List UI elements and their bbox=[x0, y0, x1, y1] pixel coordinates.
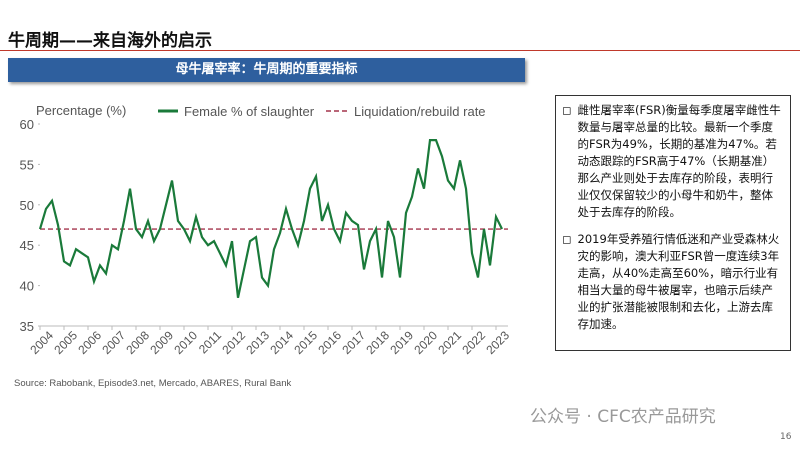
x-tick-label: 2020 bbox=[411, 328, 440, 357]
x-tick-label: 2010 bbox=[171, 328, 200, 357]
x-tick-label: 2019 bbox=[387, 328, 416, 357]
notes-box: ◻ 雌性屠宰率(FSR)衡量每季度屠宰雌性牛数量与屠宰总量的比较。最新一个季度的F… bbox=[555, 95, 791, 351]
x-tick-label: 2016 bbox=[315, 328, 344, 357]
x-tick-label: 2011 bbox=[196, 328, 224, 356]
y-tick-label: 45 bbox=[20, 238, 34, 253]
y-tick-label: 55 bbox=[20, 157, 34, 172]
data-line bbox=[38, 139, 503, 298]
legend-label: Female % of slaughter bbox=[184, 104, 315, 119]
x-tick-label: 2006 bbox=[75, 328, 104, 357]
x-tick-label: 2022 bbox=[459, 328, 488, 357]
chart: Percentage (%)35404550556020042005200620… bbox=[14, 103, 512, 389]
note: ◻ 雌性屠宰率(FSR)衡量每季度屠宰雌性牛数量与屠宰总量的比较。最新一个季度的F… bbox=[562, 102, 784, 221]
watermark: 公众号 · CFC农产品研究 bbox=[530, 407, 716, 427]
x-tick-label: 2018 bbox=[363, 328, 392, 357]
x-tick-label: 2009 bbox=[147, 328, 176, 357]
x-tick-label: 2013 bbox=[243, 328, 272, 357]
x-tick-label: 2017 bbox=[339, 328, 368, 357]
x-tick-label: 2005 bbox=[51, 328, 80, 357]
y-tick-label: 40 bbox=[20, 279, 34, 294]
x-tick-label: 2021 bbox=[435, 328, 464, 357]
page-title: 牛周期——来自海外的启示 bbox=[8, 31, 212, 51]
y-axis-label: Percentage (%) bbox=[36, 103, 126, 118]
x-tick-label: 2008 bbox=[123, 328, 152, 357]
x-tick-label: 2023 bbox=[483, 328, 512, 357]
y-tick-label: 60 bbox=[20, 117, 34, 132]
banner: 母牛屠宰率：牛周期的重要指标 bbox=[8, 58, 525, 82]
legend-label: Liquidation/rebuild rate bbox=[354, 104, 486, 119]
y-tick-label: 35 bbox=[20, 319, 34, 334]
x-tick-label: 2012 bbox=[219, 328, 248, 357]
page-number: 16 bbox=[780, 432, 792, 442]
note-text: 雌性屠宰率(FSR)衡量每季度屠宰雌性牛数量与屠宰总量的比较。最新一个季度的FS… bbox=[577, 103, 781, 219]
x-tick-label: 2015 bbox=[291, 328, 320, 357]
x-tick-label: 2007 bbox=[99, 328, 128, 357]
x-tick-label: 2014 bbox=[267, 328, 296, 357]
source: Source: Rabobank, Episode3.net, Mercado,… bbox=[14, 378, 291, 389]
title-rule bbox=[0, 50, 800, 51]
note: ◻ 2019年受养殖行情低迷和产业受森林火灾的影响，澳大利亚FSR曾一度连续3年走… bbox=[562, 231, 784, 333]
note-text: 2019年受养殖行情低迷和产业受森林火灾的影响，澳大利亚FSR曾一度连续3年走高… bbox=[577, 232, 780, 331]
y-tick-label: 50 bbox=[20, 198, 34, 213]
